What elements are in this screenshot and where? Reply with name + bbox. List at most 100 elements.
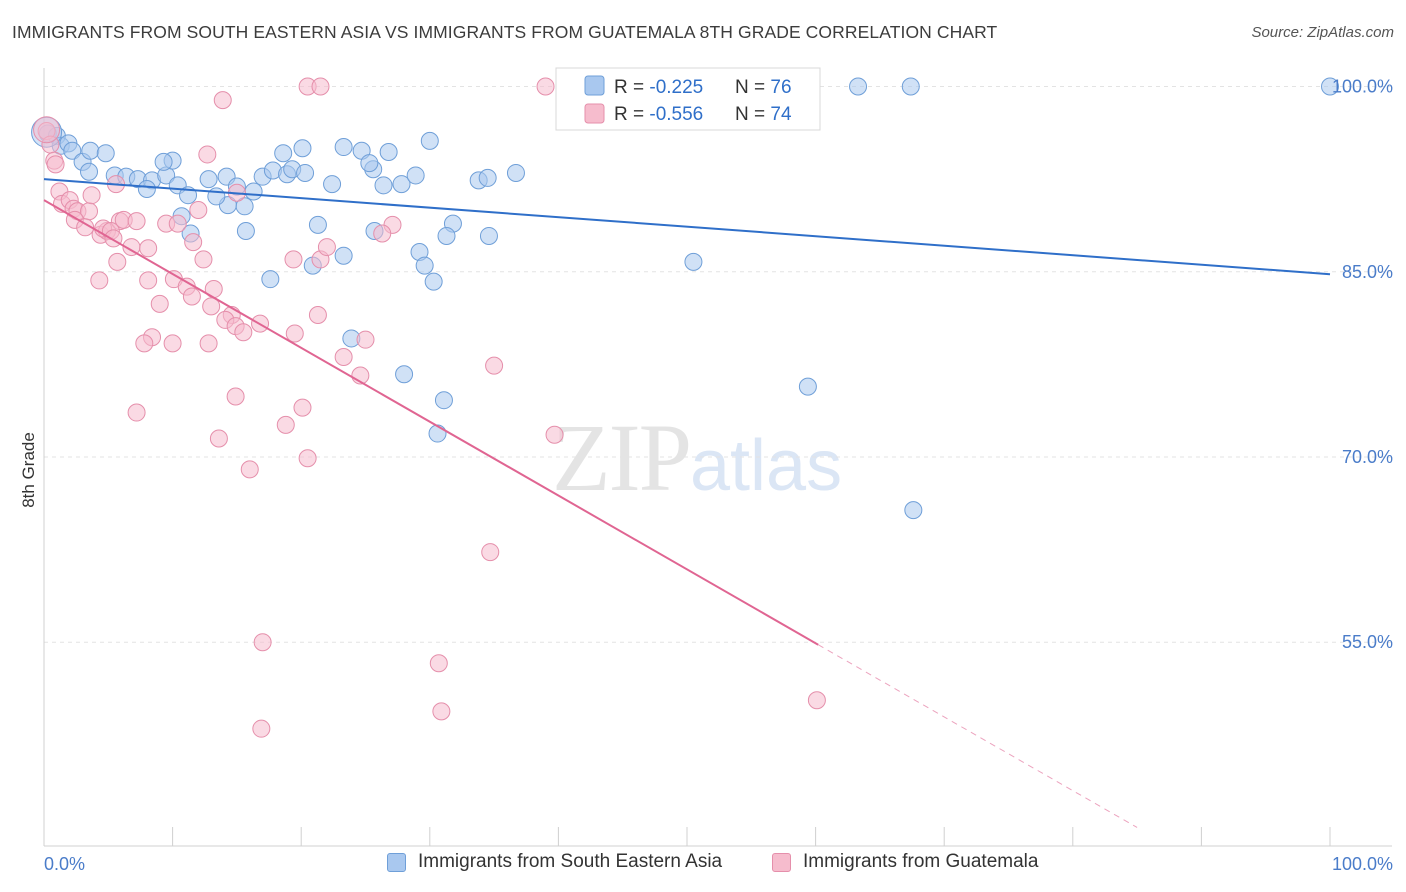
south-eastern-asia-point-26 xyxy=(274,144,293,163)
trend-line-south-eastern-asia xyxy=(43,178,1331,276)
legend-swatch-blue xyxy=(584,75,605,96)
guatemala-point-57 xyxy=(82,186,101,205)
guatemala-point-27 xyxy=(108,252,127,271)
legend-n-label-2: N = xyxy=(735,104,770,125)
south-eastern-asia-point-59 xyxy=(424,272,443,291)
south-eastern-asia-point-37 xyxy=(392,175,411,194)
south-eastern-asia-point-4 xyxy=(63,141,82,160)
correlation-legend: R = -0.225 N = 76 R = -0.556 N = 74 xyxy=(555,67,821,131)
south-eastern-asia-point-7 xyxy=(96,144,115,163)
guatemala-point-67 xyxy=(276,415,295,434)
bottom-legend-item-guatemala: Immigrants from Guatemala xyxy=(772,851,1038,873)
guatemala-point-66 xyxy=(127,403,146,422)
guatemala-point-46 xyxy=(308,305,327,324)
south-eastern-asia-point-20 xyxy=(244,182,263,201)
guatemala-point-77 xyxy=(252,719,271,738)
south-eastern-asia-point-28 xyxy=(334,138,353,157)
south-eastern-asia-point-49 xyxy=(308,215,327,234)
guatemala-point-34 xyxy=(150,294,169,313)
gridlines xyxy=(44,86,1392,643)
svg-text:N = 74: N = 74 xyxy=(735,104,792,125)
y-tick-label-85: 85.0% xyxy=(1342,262,1393,282)
guatemala-point-48 xyxy=(284,250,303,269)
y-tick-label-55: 55.0% xyxy=(1342,632,1393,652)
guatemala-point-69 xyxy=(545,425,564,444)
guatemala-point-45 xyxy=(199,334,218,353)
trend-line-guatemala-extension xyxy=(817,644,1138,828)
tick-labels: 100.0% 85.0% 70.0% 55.0% 0.0% 100.0% xyxy=(44,77,1393,874)
watermark-atlas: atlas xyxy=(690,426,843,506)
y-axis-title: 8th Grade xyxy=(19,432,38,508)
guatemala-point-cluster xyxy=(33,116,61,144)
svg-text:R = -0.225: R = -0.225 xyxy=(614,77,703,98)
bottom-legend-label-south-eastern-asia: Immigrants from South Eastern Asia xyxy=(418,851,723,872)
guatemala-point-58 xyxy=(198,145,217,164)
guatemala-point-21 xyxy=(139,239,158,258)
svg-text:N = 76: N = 76 xyxy=(735,77,792,98)
guatemala-point-70 xyxy=(298,449,317,468)
south-eastern-asia-point-27 xyxy=(293,139,312,158)
bottom-legend-item-south-eastern-asia: Immigrants from South Eastern Asia xyxy=(387,851,722,873)
south-eastern-asia-point-36 xyxy=(374,176,393,195)
guatemala-point-26 xyxy=(194,250,213,269)
trend-lines xyxy=(43,178,1331,828)
legend-n-label-1: N = xyxy=(735,77,770,98)
guatemala-point-49 xyxy=(317,238,336,257)
trend-line-guatemala xyxy=(43,199,819,646)
bottom-legend: Immigrants from South Eastern Asia Immig… xyxy=(0,851,1406,877)
legend-r-value-1: -0.225 xyxy=(649,77,703,98)
y-tick-label-70: 70.0% xyxy=(1342,447,1393,467)
south-eastern-asia-point-55 xyxy=(334,246,353,265)
legend-r-value-2: -0.556 xyxy=(649,104,703,125)
guatemala-point-41 xyxy=(285,324,304,343)
bottom-legend-swatch-pink xyxy=(772,852,791,872)
guatemala-point-50 xyxy=(334,347,353,366)
guatemala-point-59 xyxy=(213,91,232,110)
guatemala-point-74 xyxy=(429,654,448,673)
south-eastern-asia-point-70 xyxy=(904,501,923,520)
legend-n-value-1: 76 xyxy=(770,77,791,98)
x-tick-label-min: 0.0% xyxy=(44,854,85,874)
x-tick-label-max: 100.0% xyxy=(1332,854,1393,874)
guatemala-point-25 xyxy=(184,233,203,252)
south-eastern-asia-point-44 xyxy=(235,197,254,216)
south-eastern-asia-point-42 xyxy=(420,131,439,150)
svg-text:R = -0.556: R = -0.556 xyxy=(614,104,703,125)
guatemala-point-71 xyxy=(240,460,259,479)
guatemala-point-24 xyxy=(189,201,208,220)
legend-n-value-2: 74 xyxy=(770,104,792,125)
guatemala-point-43 xyxy=(135,334,154,353)
guatemala-point-16 xyxy=(127,212,146,231)
south-eastern-asia-point-64 xyxy=(684,252,703,271)
guatemala-point-65 xyxy=(293,398,312,417)
south-eastern-asia-point-32 xyxy=(360,154,379,173)
guatemala-point-75 xyxy=(807,691,826,710)
guatemala-point-23 xyxy=(168,214,187,233)
south-eastern-asia-point-68 xyxy=(1321,77,1339,96)
south-eastern-asia-point-8 xyxy=(80,162,99,181)
guatemala-point-35 xyxy=(202,297,221,316)
bottom-legend-swatch-blue xyxy=(387,852,406,872)
south-eastern-asia-point-63 xyxy=(428,424,447,443)
axes xyxy=(43,68,1392,847)
south-eastern-asia-point-30 xyxy=(379,142,398,161)
south-eastern-asia-point-65 xyxy=(798,377,817,396)
guatemala-point-68 xyxy=(209,429,228,448)
south-eastern-asia-point-38 xyxy=(406,166,425,185)
south-eastern-asia-point-61 xyxy=(395,365,414,384)
south-eastern-asia-point-6 xyxy=(81,141,100,160)
south-eastern-asia-point-66 xyxy=(849,77,868,96)
south-eastern-asia-point-53 xyxy=(479,226,498,245)
guatemala-point-11 xyxy=(76,218,95,237)
guatemala-point-40 xyxy=(234,323,253,342)
legend-r-label-1: R = xyxy=(614,77,649,98)
guatemala-point-73 xyxy=(253,633,272,652)
chart-title: IMMIGRANTS FROM SOUTH EASTERN ASIA VS IM… xyxy=(12,22,998,42)
south-eastern-asia-point-57 xyxy=(415,256,434,275)
guatemala-point-51 xyxy=(356,330,375,349)
guatemala-point-29 xyxy=(90,271,109,290)
guatemala-point-54 xyxy=(373,224,392,243)
south-eastern-asia-point-52 xyxy=(437,226,456,245)
south-eastern-asia-point-40 xyxy=(478,168,497,187)
